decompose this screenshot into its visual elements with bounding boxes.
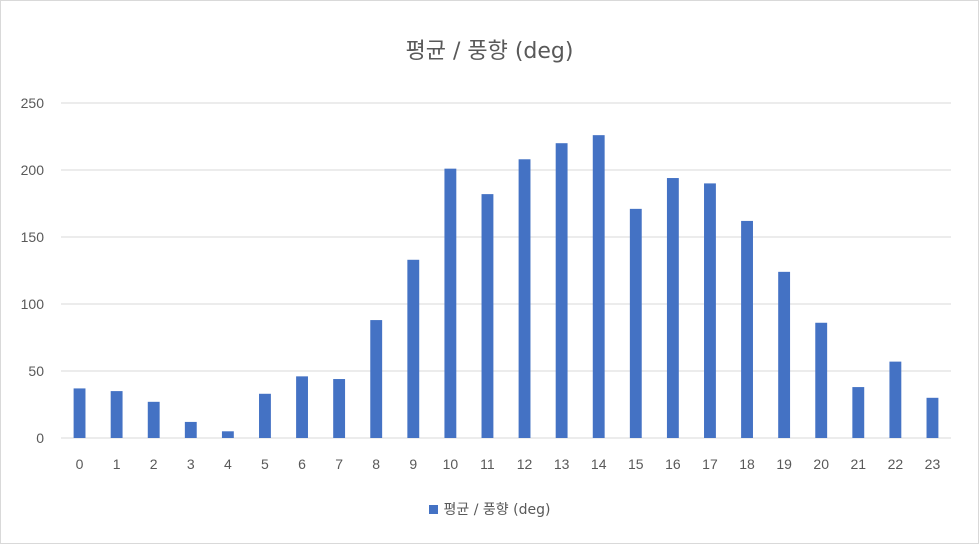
x-tick-label: 7 [335, 456, 343, 472]
y-tick-label: 200 [21, 162, 45, 178]
bar [852, 387, 865, 438]
bar [815, 322, 828, 438]
bar [221, 431, 234, 438]
bar [666, 178, 679, 439]
bar [370, 320, 383, 438]
bar [704, 183, 716, 438]
bar [741, 220, 753, 438]
bar [778, 271, 791, 438]
x-tick-label: 12 [517, 456, 533, 472]
x-tick-label: 3 [187, 456, 195, 472]
chart-legend: 평균 / 풍향 (deg) [1, 499, 978, 519]
x-tick-label: 10 [443, 456, 459, 472]
bar [481, 194, 494, 438]
legend-swatch [428, 504, 438, 514]
y-tick-label: 250 [21, 95, 45, 111]
x-tick-label: 22 [888, 456, 904, 472]
x-tick-label: 9 [409, 456, 417, 472]
x-tick-label: 18 [739, 456, 755, 472]
chart-title: 평균 / 풍향 (deg) [405, 39, 574, 64]
y-tick-label: 50 [28, 363, 44, 379]
x-tick-label: 14 [591, 456, 607, 472]
bar [629, 208, 642, 438]
y-tick-label: 0 [36, 430, 44, 446]
bar [296, 376, 308, 438]
y-tick-label: 100 [21, 296, 45, 312]
bar [444, 168, 457, 438]
bar [518, 159, 531, 438]
x-tick-label: 1 [113, 456, 121, 472]
x-tick-label: 19 [776, 456, 792, 472]
x-tick-label: 0 [76, 456, 84, 472]
x-tick-label: 17 [702, 456, 718, 472]
x-tick-label: 20 [813, 456, 829, 472]
x-tick-label: 6 [298, 456, 306, 472]
x-tick-label: 11 [480, 456, 495, 472]
y-tick-label: 150 [21, 229, 45, 245]
x-tick-label: 5 [261, 456, 269, 472]
bar [555, 143, 568, 438]
bar [333, 379, 346, 438]
bar [407, 259, 420, 438]
x-tick-label: 8 [372, 456, 380, 472]
bar [926, 397, 939, 438]
bar [73, 388, 86, 438]
bar [889, 361, 902, 438]
bar [184, 421, 197, 438]
x-tick-label: 21 [851, 456, 867, 472]
bar [110, 391, 123, 438]
x-tick-label: 2 [150, 456, 158, 472]
bar [592, 135, 605, 438]
legend-label: 평균 / 풍향 (deg) [443, 502, 551, 518]
x-tick-label: 4 [224, 456, 232, 472]
x-tick-label: 23 [925, 456, 941, 472]
x-tick-label: 16 [665, 456, 681, 472]
bar [259, 393, 271, 438]
x-tick-label: 15 [628, 456, 644, 472]
bar [147, 401, 160, 438]
x-tick-label: 13 [554, 456, 570, 472]
